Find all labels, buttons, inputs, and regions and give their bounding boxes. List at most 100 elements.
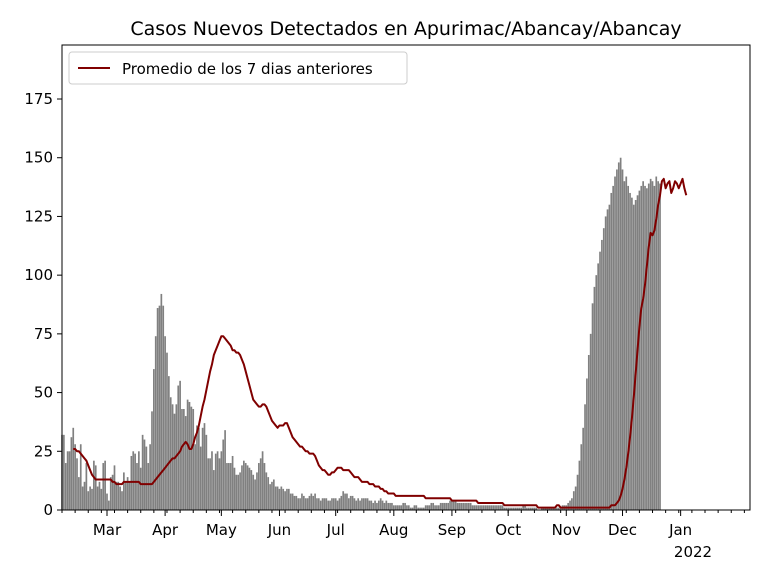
daily-cases-bar [640,185,643,510]
daily-cases-bar [587,355,590,510]
daily-cases-bar [280,486,283,510]
daily-cases-bar [325,498,328,510]
daily-cases-bar [316,498,318,510]
x-tick-label: Jan [668,521,692,539]
daily-cases-bar [138,451,140,510]
daily-cases-bar [166,352,168,510]
daily-cases-bar [458,502,461,510]
daily-cases-bar [460,502,463,510]
daily-cases-bar [629,192,631,510]
daily-cases-bar [651,181,654,510]
daily-cases-bar [509,507,511,510]
daily-cases-bar [304,498,307,510]
daily-cases-bar [199,446,202,510]
daily-cases-bar [419,507,421,510]
daily-cases-bar [550,507,553,510]
daily-cases-bar [376,502,378,510]
daily-cases-bar [226,463,228,510]
daily-cases-bar [445,502,448,510]
daily-cases-bar [278,488,281,510]
daily-cases-bar [111,474,114,510]
daily-cases-bar [522,505,525,510]
bars-layer [61,157,661,511]
daily-cases-bar [593,286,596,510]
daily-cases-bar [361,498,363,510]
daily-cases-bar [252,474,255,510]
daily-cases-bar [597,263,599,510]
daily-cases-bar [139,467,142,510]
daily-cases-bar [497,505,500,510]
daily-cases-bar [244,463,247,510]
daily-cases-bar [511,507,513,510]
daily-cases-bar [113,465,116,510]
daily-cases-bar [464,502,466,510]
daily-cases-bar [271,481,273,510]
daily-cases-bar [211,451,213,510]
daily-cases-bar [299,498,301,510]
daily-cases-bar [81,486,84,510]
daily-cases-bar [524,505,526,510]
daily-cases-bar [346,493,348,510]
daily-cases-bar [222,439,225,510]
daily-cases-bar [655,176,658,510]
daily-cases-bar [657,181,659,510]
daily-cases-bar [608,204,611,510]
x-tick-label: Oct [495,521,521,539]
daily-cases-bar [265,472,268,510]
daily-cases-bar [207,458,210,510]
daily-cases-bar [297,498,300,510]
daily-cases-bar [173,413,176,510]
daily-cases-bar [108,500,110,510]
daily-cases-bar [196,425,198,510]
daily-cases-bar [520,507,523,510]
daily-cases-bar [70,437,73,510]
y-tick-label: 0 [43,501,53,519]
daily-cases-bar [314,493,316,510]
x-tick-label: Aug [379,521,408,539]
daily-cases-bar [269,484,271,510]
daily-cases-bar [87,491,90,510]
daily-cases-bar [124,481,127,510]
daily-cases-bar [604,216,607,510]
daily-cases-bar [301,493,303,510]
daily-cases-bar [308,495,311,510]
daily-cases-bar [216,451,219,510]
daily-cases-bar [141,434,144,510]
moving-average-line [73,177,688,509]
daily-cases-bar [368,500,371,510]
x-tick-label: Dec [608,521,637,539]
daily-cases-bar [503,507,506,510]
daily-cases-bar [619,157,622,511]
daily-cases-bar [409,507,412,510]
daily-cases-bar [106,493,108,510]
daily-cases-bar [282,488,285,510]
daily-cases-bar [198,427,200,510]
daily-cases-bar [572,491,575,510]
daily-cases-bar [434,505,436,510]
daily-cases-bar [284,491,286,510]
daily-cases-bar [306,498,309,510]
daily-cases-bar [327,500,330,510]
daily-cases-bar [535,507,538,510]
x-tick-label: Jul [326,521,345,539]
daily-cases-bar [462,502,465,510]
daily-cases-bar [507,507,510,510]
x-tick-label: Jun [267,521,291,539]
daily-cases-bar [432,502,435,510]
daily-cases-bar [370,500,373,510]
daily-cases-bar [471,505,474,510]
y-tick-label: 50 [34,384,53,402]
daily-cases-bar [274,486,277,510]
daily-cases-bar [631,197,633,510]
daily-cases-bar [91,488,93,510]
x-tick-label: Nov [552,521,581,539]
daily-cases-bar [171,404,174,510]
daily-cases-bar [349,495,352,510]
daily-cases-bar [317,498,320,510]
daily-cases-bar [580,444,583,510]
daily-cases-bar [68,451,71,510]
daily-cases-bar [353,498,356,510]
daily-cases-bar [584,404,586,510]
daily-cases-bar [659,183,661,510]
